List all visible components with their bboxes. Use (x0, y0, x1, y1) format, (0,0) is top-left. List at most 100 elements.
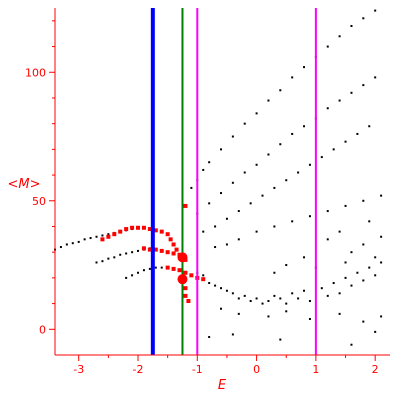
data-point (380, 194, 383, 197)
plot-area (54, 8, 383, 355)
data-point (71, 242, 74, 245)
data-point (297, 171, 300, 174)
x-tick-label: -3 (73, 363, 84, 376)
data-point (160, 266, 163, 269)
data-point (125, 252, 128, 255)
data-point (291, 220, 294, 223)
highlight-point (171, 266, 176, 271)
highlight-point (183, 203, 188, 208)
data-point (154, 266, 157, 269)
highlight-point (112, 232, 117, 237)
data-point (374, 9, 377, 12)
data-point (220, 307, 223, 310)
data-point (356, 271, 359, 274)
data-point (59, 246, 62, 249)
data-point (279, 89, 282, 92)
data-point (202, 168, 205, 171)
data-point (119, 253, 122, 256)
data-point (303, 66, 306, 69)
data-point (380, 261, 383, 264)
axes: -3 -2 -1 0 1 2 0 50 100 (25, 8, 390, 376)
data-point (368, 220, 371, 223)
data-point (273, 225, 276, 228)
highlight-point (183, 286, 188, 291)
highlight-point (171, 251, 176, 256)
data-point (362, 243, 365, 246)
data-point (267, 153, 270, 156)
data-point (303, 289, 306, 292)
data-point (95, 235, 98, 238)
data-point (137, 271, 140, 274)
data-point (243, 171, 246, 174)
data-point (125, 276, 128, 279)
data-point (332, 282, 335, 285)
data-point (308, 215, 311, 218)
highlight-point (141, 246, 146, 251)
data-point (267, 99, 270, 102)
data-point (362, 17, 365, 20)
data-point (202, 274, 205, 277)
data-point (285, 264, 288, 267)
data-point (338, 35, 341, 38)
data-point (190, 186, 193, 189)
data-point (89, 237, 92, 240)
data-point (285, 179, 288, 182)
highlight-point (159, 229, 164, 234)
data-point (273, 294, 276, 297)
data-point (214, 246, 217, 249)
data-point (220, 148, 223, 151)
data-point (237, 312, 240, 315)
data-point (225, 243, 228, 246)
data-point (107, 257, 110, 260)
data-point (374, 256, 377, 259)
highlight-point (183, 270, 188, 275)
data-point (279, 143, 282, 146)
data-point (101, 234, 104, 237)
data-point (107, 233, 110, 236)
highlight-point (136, 225, 141, 230)
highlight-point (124, 227, 129, 232)
highlight-point (186, 299, 191, 304)
data-point (350, 343, 353, 346)
highlight-point (177, 268, 182, 273)
data-point (231, 181, 234, 184)
data-point (374, 76, 377, 79)
data-point (208, 161, 211, 164)
data-point (220, 287, 223, 290)
data-point (350, 24, 353, 27)
data-point (344, 204, 347, 207)
data-point (261, 302, 264, 305)
data-point (320, 156, 323, 159)
data-point (279, 338, 282, 341)
data-point (220, 192, 223, 195)
highlight-point (165, 265, 170, 270)
data-point (362, 199, 365, 202)
y-tick-label: 100 (25, 66, 46, 79)
highlight-point (147, 247, 152, 252)
data-point (291, 292, 294, 295)
data-point (208, 282, 211, 285)
data-point (237, 297, 240, 300)
data-point (362, 279, 365, 282)
data-point (65, 243, 68, 246)
y-tick-label: 0 (39, 323, 46, 336)
data-point (208, 336, 211, 339)
highlight-point (201, 277, 206, 282)
data-point (249, 300, 252, 303)
data-point (374, 330, 377, 333)
data-point (231, 333, 234, 336)
data-point (308, 318, 311, 321)
highlight-point (118, 229, 123, 234)
data-point (255, 112, 258, 115)
data-point (344, 261, 347, 264)
data-point (261, 194, 264, 197)
data-point (255, 163, 258, 166)
data-point (380, 315, 383, 318)
data-point (202, 230, 205, 233)
data-point (225, 217, 228, 220)
highlight-point (153, 247, 158, 252)
data-point (267, 300, 270, 303)
data-point (137, 249, 140, 252)
data-point (350, 284, 353, 287)
data-point (131, 274, 134, 277)
